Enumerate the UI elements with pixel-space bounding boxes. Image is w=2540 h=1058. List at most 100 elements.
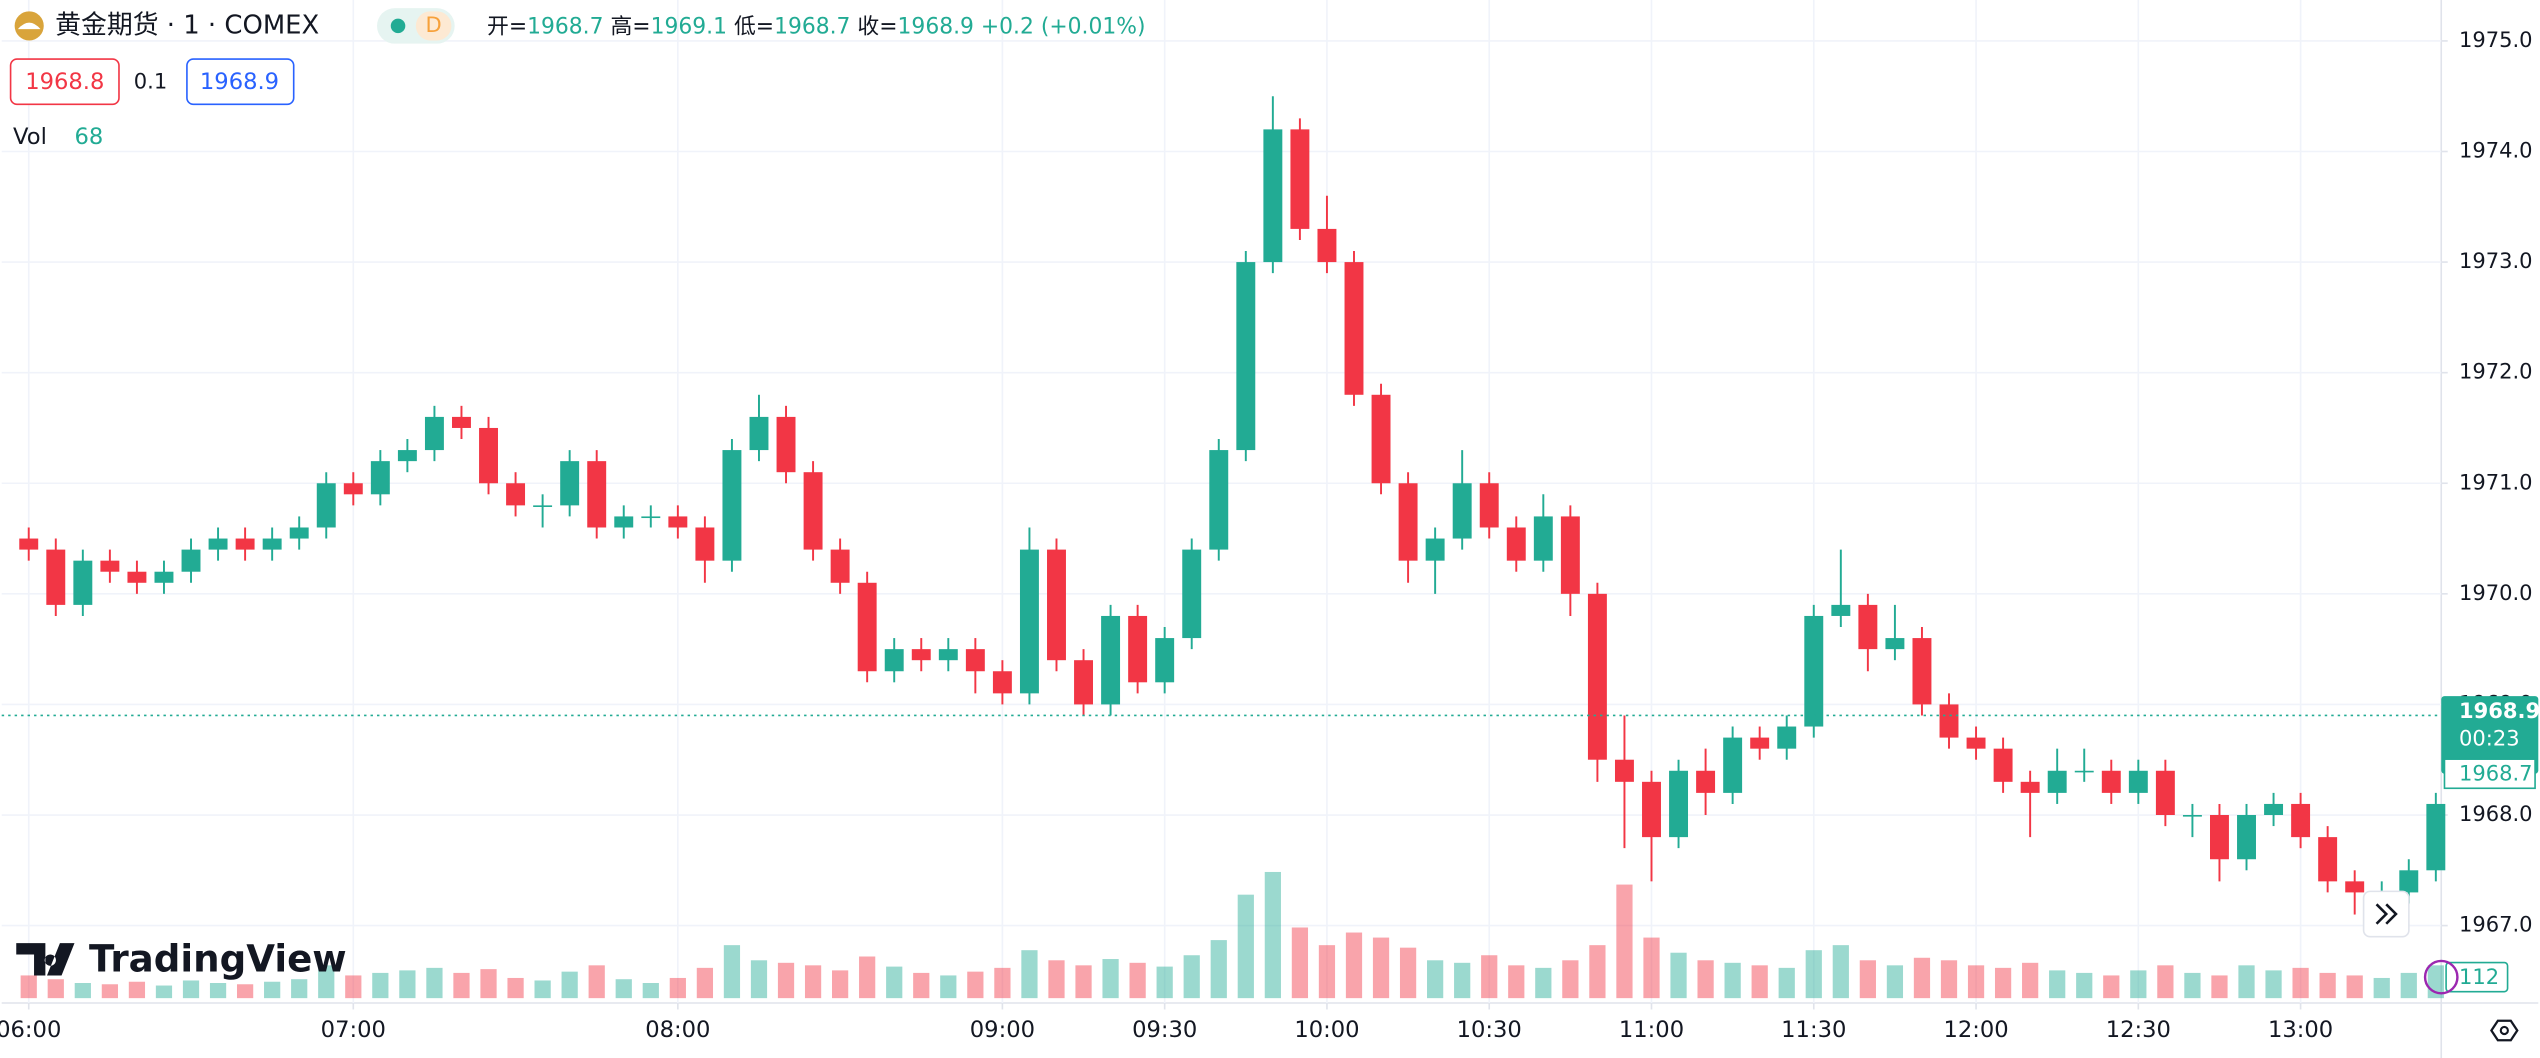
volume-bar — [2211, 975, 2228, 999]
ohlc-label: 高= — [610, 15, 650, 40]
candle-body — [587, 461, 607, 528]
spread: 0.1 — [134, 69, 167, 94]
candle-body — [1209, 450, 1229, 550]
candle-body — [2426, 803, 2446, 871]
ohlc-label: 低= — [734, 15, 774, 40]
candle-body — [397, 450, 417, 462]
volume-bar — [1454, 962, 1471, 999]
ohlc-change: +0.2 (+0.01%) — [981, 15, 1146, 40]
candle-body — [181, 549, 201, 572]
volume-title: Vol — [13, 124, 47, 150]
volume-bar — [2346, 975, 2363, 999]
volume-bar — [723, 945, 741, 999]
candle-body — [1993, 748, 2013, 782]
volume-bar — [209, 983, 227, 999]
x-tick-label: 12:30 — [2106, 1017, 2171, 1043]
candle-body — [2264, 803, 2284, 816]
candle-body — [2291, 803, 2311, 838]
candle-body — [262, 538, 282, 550]
candle-body — [2020, 781, 2040, 793]
volume-bar — [1048, 960, 1065, 999]
candle-body — [1939, 704, 1959, 738]
indicator-icon[interactable] — [2423, 959, 2459, 995]
volume-bar — [2292, 967, 2309, 999]
candle-body — [2074, 770, 2094, 773]
volume-bar — [913, 972, 930, 999]
candle-body — [1371, 394, 1391, 484]
candle-body — [830, 549, 850, 583]
candle-body — [289, 527, 309, 539]
ohlc-label: 收= — [857, 15, 897, 40]
volume-bar — [2184, 972, 2201, 999]
volume-bar — [291, 979, 308, 999]
volume-axis-label: 112 — [2459, 964, 2499, 989]
volume-bar — [1102, 959, 1119, 999]
candle-body — [1560, 516, 1580, 594]
y-tick-label: 1975.0 — [2459, 27, 2533, 52]
candle-body — [2182, 815, 2202, 817]
volume-bar — [1643, 937, 1660, 999]
volume-bar — [1751, 965, 1768, 999]
volume-bar — [318, 965, 335, 999]
sell-button[interactable] — [9, 58, 120, 106]
volume-bar — [480, 969, 497, 999]
volume-bar — [588, 965, 605, 999]
volume-bar — [2157, 965, 2174, 999]
candle-body — [749, 416, 769, 451]
candle-body — [1074, 660, 1093, 705]
candle-body — [1885, 638, 1905, 650]
settings-icon — [2499, 1025, 2509, 1036]
reference-price-label: 1968.7 — [2459, 761, 2533, 786]
buy-button[interactable] — [186, 58, 295, 106]
volume-bar — [1237, 894, 1254, 999]
candle-body — [1101, 615, 1121, 705]
candle-body — [614, 516, 634, 528]
volume-bar — [1859, 960, 1876, 999]
volume-bar — [804, 965, 822, 999]
candle-body — [1777, 726, 1797, 749]
ohlc-value: 1968.7 — [774, 15, 850, 40]
volume-bar — [1913, 957, 1931, 999]
candle-body — [641, 516, 661, 519]
candle-body — [424, 416, 444, 451]
volume-bar — [1535, 967, 1552, 999]
settings-button[interactable] — [2490, 1019, 2519, 1042]
interval-badge — [415, 11, 452, 41]
ohlc-value: 1968.7 — [527, 15, 603, 40]
candle-body — [884, 649, 904, 672]
x-tick-label: 08:00 — [645, 1017, 710, 1043]
x-tick-label: 13:00 — [2268, 1017, 2333, 1043]
candle-body — [235, 538, 255, 550]
candle-layer — [19, 96, 2446, 915]
brand-name[interactable]: TradingView — [89, 936, 347, 980]
volume-bar — [1562, 960, 1579, 999]
volume-bar — [1129, 962, 1146, 999]
candle-body — [127, 571, 147, 583]
volume-bar — [399, 970, 416, 999]
candle-body — [1858, 604, 1878, 650]
candle-body — [1723, 737, 1743, 793]
ohlc-value: 1969.1 — [651, 15, 727, 40]
candle-body — [2128, 770, 2148, 793]
volume-bar — [2076, 972, 2093, 999]
candle-body — [1614, 759, 1634, 782]
volume-bar — [994, 967, 1011, 999]
sell-price: 1968.8 — [25, 69, 104, 95]
candle-body — [2155, 770, 2175, 816]
volume-bar — [967, 971, 984, 999]
x-tick-label: 06:00 — [0, 1017, 61, 1043]
candle-body — [2318, 837, 2338, 882]
candle-body — [2237, 815, 2256, 860]
volume-bar — [940, 975, 957, 999]
candle-body — [208, 538, 228, 550]
volume-bar — [236, 984, 254, 999]
volume-bar — [1427, 960, 1444, 999]
volume-bar — [1264, 871, 1281, 999]
volume-bar — [47, 979, 64, 999]
candle-body — [1182, 549, 1202, 639]
volume-axis-box — [2445, 961, 2509, 993]
candle-body — [1912, 638, 1932, 705]
symbol-title[interactable]: 黄金期货 · 1 · COMEX — [55, 10, 319, 40]
candle-body — [965, 649, 985, 672]
